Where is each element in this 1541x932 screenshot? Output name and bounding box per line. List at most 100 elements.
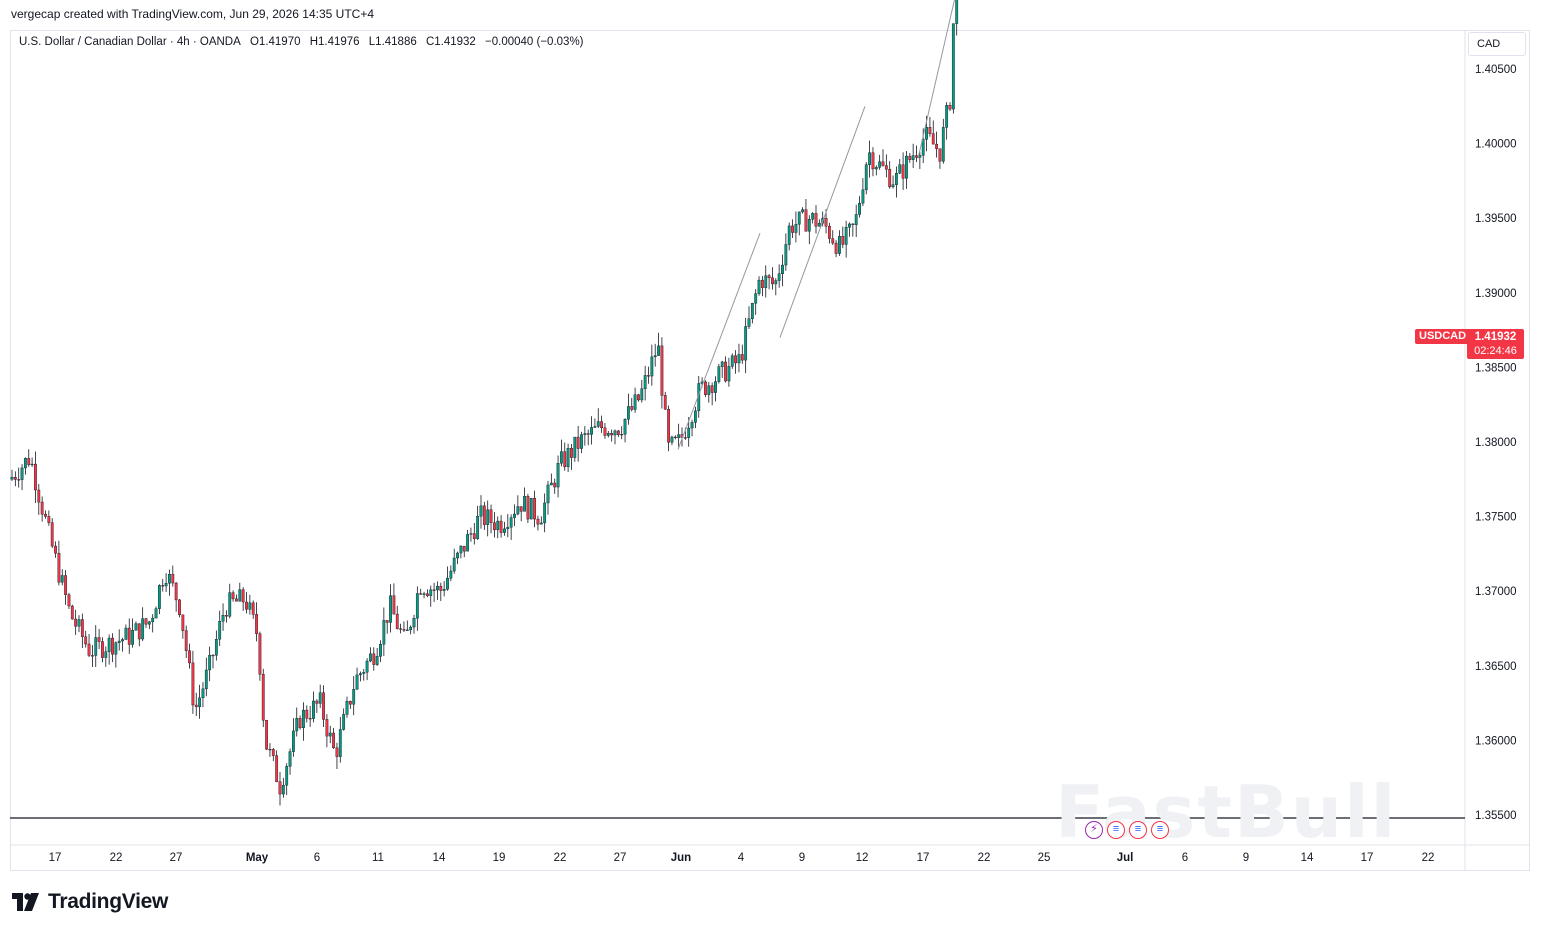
candle-body xyxy=(198,697,201,708)
candle-body xyxy=(707,385,711,395)
candle-body xyxy=(529,497,533,520)
candle-body xyxy=(452,557,456,572)
candle-body xyxy=(841,236,845,245)
candle-body xyxy=(935,143,939,149)
candle-body xyxy=(828,225,831,239)
candle-body xyxy=(191,662,195,706)
candle-body xyxy=(878,161,882,168)
candle-body xyxy=(824,217,828,227)
candle-body xyxy=(322,692,325,720)
candle-body xyxy=(422,593,426,595)
tradingview-logo[interactable]: TradingView xyxy=(12,890,168,914)
candle-body xyxy=(761,279,764,288)
candle-body xyxy=(667,408,671,443)
candle-body xyxy=(670,436,674,443)
candle-body xyxy=(496,520,500,531)
candle-body xyxy=(154,608,158,619)
candle-body xyxy=(84,636,88,645)
x-tick-label: 12 xyxy=(856,852,869,864)
candle-body xyxy=(844,227,848,245)
candle-body xyxy=(395,613,399,629)
candle-body xyxy=(265,720,268,750)
candle-body xyxy=(409,626,413,631)
candle-body xyxy=(720,361,724,367)
candle-body xyxy=(600,421,604,429)
tradingview-wordmark: TradingView xyxy=(48,890,169,913)
candle-body xyxy=(784,244,788,266)
candle-body xyxy=(104,651,108,658)
swing-line xyxy=(677,232,761,450)
candle-body xyxy=(107,637,111,652)
candle-body xyxy=(426,593,429,596)
candle-body xyxy=(834,242,838,254)
candle-body xyxy=(871,152,875,170)
candle-body xyxy=(64,575,68,595)
candle-body xyxy=(687,427,691,438)
candle-body xyxy=(456,552,459,559)
candle-body xyxy=(797,211,801,225)
candle-body xyxy=(881,161,885,166)
candle-body xyxy=(181,614,185,631)
candle-body xyxy=(513,513,516,518)
candle-body xyxy=(938,148,942,162)
candle-body xyxy=(111,637,114,655)
candle-body xyxy=(355,674,359,690)
y-tick-label: 1.36500 xyxy=(1475,661,1517,673)
candle-body xyxy=(44,513,47,517)
low-value: L1.41886 xyxy=(368,36,417,48)
currency-selector[interactable]: CAD xyxy=(1468,32,1526,56)
chart-frame[interactable] xyxy=(10,30,1530,871)
candle-body xyxy=(764,275,768,288)
candle-body xyxy=(563,451,567,468)
candle-body xyxy=(271,749,275,756)
candle-body xyxy=(831,238,835,244)
candle-body xyxy=(57,552,61,583)
candle-body xyxy=(399,628,402,630)
candle-body xyxy=(318,692,322,704)
candle-body xyxy=(556,463,560,488)
lightning-icon[interactable]: ⚡ xyxy=(1085,821,1103,839)
candle-body xyxy=(683,437,687,439)
candle-body xyxy=(694,410,697,423)
candle-body xyxy=(278,781,282,795)
candle-body xyxy=(168,573,171,584)
candle-body xyxy=(385,620,389,623)
candle-body xyxy=(750,302,754,319)
x-tick-label: 14 xyxy=(1301,852,1314,864)
candle-body xyxy=(724,361,727,382)
candle-body xyxy=(221,615,225,622)
candle-body xyxy=(201,688,205,699)
candle-body xyxy=(633,394,637,410)
candle-body xyxy=(10,477,14,480)
candle-body xyxy=(379,644,382,657)
candle-body xyxy=(660,345,664,396)
candle-body xyxy=(231,592,235,600)
candle-body xyxy=(630,406,634,410)
x-tick-label: 14 xyxy=(433,852,446,864)
candle-body xyxy=(590,427,593,435)
candle-body xyxy=(164,583,168,587)
candle-body xyxy=(238,589,242,602)
candle-body xyxy=(37,489,41,503)
candle-body xyxy=(647,375,650,377)
candle-body xyxy=(466,534,469,552)
candle-body xyxy=(134,623,138,631)
candle-body xyxy=(503,528,506,533)
candle-body xyxy=(332,732,335,749)
candle-body xyxy=(97,637,101,642)
us-flag-icon[interactable]: ≡ xyxy=(1151,821,1169,839)
us-flag-icon[interactable]: ≡ xyxy=(1129,821,1147,839)
bar-countdown: 02:24:46 xyxy=(1474,345,1517,357)
candle-body xyxy=(70,605,74,620)
x-tick-label: 9 xyxy=(799,852,805,864)
candle-body xyxy=(951,23,955,110)
y-tick-label: 1.39000 xyxy=(1475,288,1517,300)
us-flag-icon[interactable]: ≡ xyxy=(1107,821,1125,839)
candle-body xyxy=(754,293,758,304)
candle-body xyxy=(553,482,557,488)
candle-body xyxy=(901,164,905,179)
candle-body xyxy=(359,673,362,676)
candle-body xyxy=(931,133,935,145)
candle-body xyxy=(325,719,329,737)
